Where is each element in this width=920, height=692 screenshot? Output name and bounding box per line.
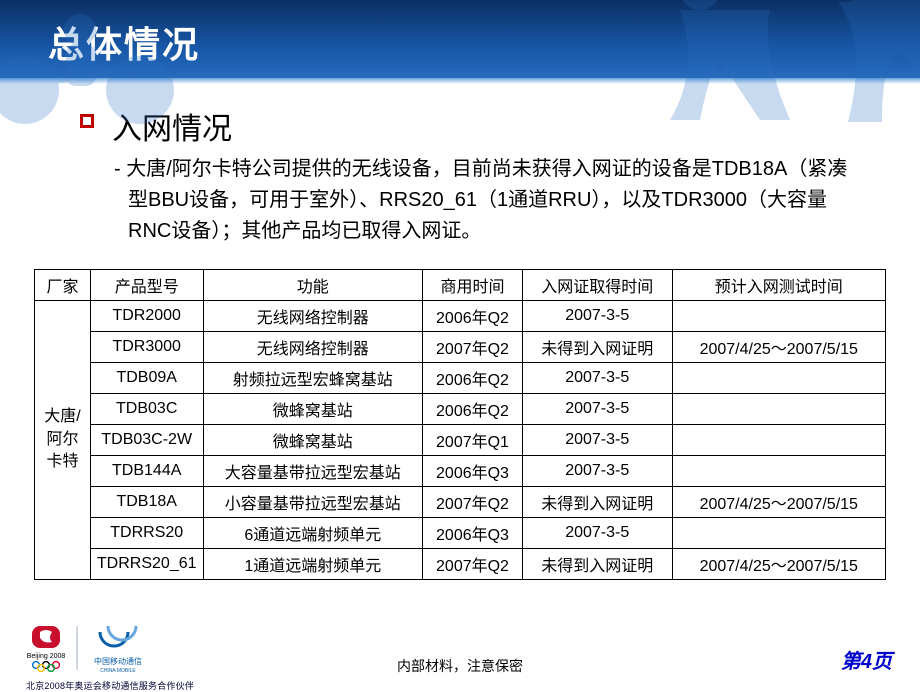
table-cell bbox=[672, 363, 885, 394]
table-cell bbox=[672, 301, 885, 332]
table-row: TDB03C微蜂窝基站2006年Q22007-3-5 bbox=[35, 394, 886, 425]
table-cell: 无线网络控制器 bbox=[203, 332, 423, 363]
svg-text:Beijing 2008: Beijing 2008 bbox=[27, 653, 66, 660]
table-header-cell: 商用时间 bbox=[423, 270, 523, 301]
table-header-row: 厂家产品型号功能商用时间入网证取得时间预计入网测试时间 bbox=[35, 270, 886, 301]
table-row: TDRRS206通道远端射频单元2006年Q32007-3-5 bbox=[35, 518, 886, 549]
footer-logos: Beijing 2008 中国移动通信 CHINA MOBILE bbox=[26, 624, 148, 672]
equipment-table-wrap: 厂家产品型号功能商用时间入网证取得时间预计入网测试时间 大唐/阿尔卡特TDR20… bbox=[0, 247, 920, 580]
table-cell: 2007/4/25～2007/5/15 bbox=[672, 549, 885, 580]
table-cell: 2006年Q2 bbox=[423, 363, 523, 394]
table-cell bbox=[672, 394, 885, 425]
table-cell: 2007-3-5 bbox=[522, 363, 672, 394]
table-cell: 无线网络控制器 bbox=[203, 301, 423, 332]
table-header-cell: 厂家 bbox=[35, 270, 91, 301]
table-header-cell: 功能 bbox=[203, 270, 423, 301]
footer-confidential: 内部材料，注意保密 bbox=[397, 656, 523, 676]
table-cell: 未得到入网证明 bbox=[522, 332, 672, 363]
table-cell: 2007-3-5 bbox=[522, 425, 672, 456]
table-cell: 未得到入网证明 bbox=[522, 549, 672, 580]
table-cell: 2007-3-5 bbox=[522, 394, 672, 425]
table-cell bbox=[672, 518, 885, 549]
table-cell bbox=[672, 425, 885, 456]
table-cell: 2007-3-5 bbox=[522, 518, 672, 549]
table-cell: 2006年Q3 bbox=[423, 518, 523, 549]
table-cell: 射频拉远型宏蜂窝基站 bbox=[203, 363, 423, 394]
table-cell: TDB18A bbox=[90, 487, 203, 518]
silhouette-cyclist-icon bbox=[0, 0, 230, 130]
table-row: TDB03C-2W微蜂窝基站2007年Q12007-3-5 bbox=[35, 425, 886, 456]
table-body: 大唐/阿尔卡特TDR2000无线网络控制器2006年Q22007-3-5TDR3… bbox=[35, 301, 886, 580]
table-cell: 大容量基带拉远型宏基站 bbox=[203, 456, 423, 487]
table-cell: 微蜂窝基站 bbox=[203, 394, 423, 425]
table-cell: 2007/4/25～2007/5/15 bbox=[672, 332, 885, 363]
equipment-table: 厂家产品型号功能商用时间入网证取得时间预计入网测试时间 大唐/阿尔卡特TDR20… bbox=[34, 269, 886, 580]
table-row: TDB18A小容量基带拉远型宏基站2007年Q2未得到入网证明2007/4/25… bbox=[35, 487, 886, 518]
table-cell: TDR2000 bbox=[90, 301, 203, 332]
table-cell: 2007-3-5 bbox=[522, 301, 672, 332]
table-cell: 1通道远端射频单元 bbox=[203, 549, 423, 580]
table-cell: 2007年Q1 bbox=[423, 425, 523, 456]
table-cell: 2007年Q2 bbox=[423, 332, 523, 363]
table-cell: 小容量基带拉远型宏基站 bbox=[203, 487, 423, 518]
table-row: TDRRS20_611通道远端射频单元2007年Q2未得到入网证明2007/4/… bbox=[35, 549, 886, 580]
table-cell: 微蜂窝基站 bbox=[203, 425, 423, 456]
table-cell: TDRRS20_61 bbox=[90, 549, 203, 580]
table-row: TDR3000无线网络控制器2007年Q2未得到入网证明2007/4/25～20… bbox=[35, 332, 886, 363]
china-mobile-logo-icon: 中国移动通信 CHINA MOBILE bbox=[88, 624, 148, 672]
cmcc-sub: CHINA MOBILE bbox=[100, 668, 136, 672]
table-row: 大唐/阿尔卡特TDR2000无线网络控制器2006年Q22007-3-5 bbox=[35, 301, 886, 332]
cmcc-label: 中国移动通信 bbox=[94, 656, 142, 666]
title-band: 总体情况 bbox=[0, 0, 920, 84]
table-header-cell: 预计入网测试时间 bbox=[672, 270, 885, 301]
vendor-cell: 大唐/阿尔卡特 bbox=[35, 301, 91, 580]
slide-footer: Beijing 2008 中国移动通信 CHINA MOBILE 内部材料，注意… bbox=[0, 624, 920, 678]
sponsor-caption: 北京2008年奥运会移动通信服务合作伙伴 bbox=[26, 682, 326, 692]
table-cell: TDR3000 bbox=[90, 332, 203, 363]
table-cell: 2006年Q3 bbox=[423, 456, 523, 487]
table-cell: TDB09A bbox=[90, 363, 203, 394]
table-cell: TDB144A bbox=[90, 456, 203, 487]
table-cell bbox=[672, 456, 885, 487]
silhouette-athletes-icon bbox=[580, 0, 920, 170]
logo-divider-icon bbox=[76, 626, 78, 670]
table-cell: 2007/4/25～2007/5/15 bbox=[672, 487, 885, 518]
table-cell: TDB03C-2W bbox=[90, 425, 203, 456]
table-cell: TDB03C bbox=[90, 394, 203, 425]
table-header-cell: 入网证取得时间 bbox=[522, 270, 672, 301]
table-row: TDB09A射频拉远型宏蜂窝基站2006年Q22007-3-5 bbox=[35, 363, 886, 394]
table-cell: 未得到入网证明 bbox=[522, 487, 672, 518]
table-header-cell: 产品型号 bbox=[90, 270, 203, 301]
table-cell: TDRRS20 bbox=[90, 518, 203, 549]
beijing2008-logo-icon: Beijing 2008 bbox=[26, 624, 66, 672]
body-text: - 大唐/阿尔卡特公司提供的无线设备，目前尚未获得入网证的设备是TDB18A（紧… bbox=[114, 158, 847, 242]
table-cell: 2007年Q2 bbox=[423, 487, 523, 518]
table-cell: 2007年Q2 bbox=[423, 549, 523, 580]
table-row: TDB144A大容量基带拉远型宏基站2006年Q32007-3-5 bbox=[35, 456, 886, 487]
table-cell: 2007-3-5 bbox=[522, 456, 672, 487]
table-cell: 2006年Q2 bbox=[423, 394, 523, 425]
table-cell: 2006年Q2 bbox=[423, 301, 523, 332]
table-cell: 6通道远端射频单元 bbox=[203, 518, 423, 549]
page-number: 第4页 bbox=[841, 645, 892, 674]
